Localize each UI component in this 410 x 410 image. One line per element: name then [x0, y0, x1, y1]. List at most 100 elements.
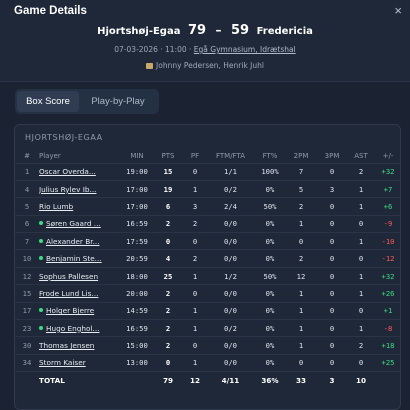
player-name-link[interactable]: Hugo Enghol...	[39, 319, 121, 337]
table-header-row: # Player MIN PTS PF FTM/FTA FT% 2PM 3PM …	[15, 150, 400, 163]
player-plus-minus: -9	[374, 214, 400, 233]
player-3pm-text: 0	[329, 288, 335, 298]
player-plus-minus-text: +6	[383, 201, 393, 211]
player-ftm-fta: 0/0	[207, 284, 254, 303]
table-row[interactable]: 1 Oscar Overda... 19:00 15 0 1/1 100% 7 0 2 +32	[15, 162, 400, 181]
player-fouls: 0	[183, 232, 207, 250]
total-row: TOTAL 79 12 4/11 36% 33 3 10	[15, 371, 400, 390]
table-row[interactable]: 10 Benjamin Ste... 20:59 4 2 0/0 0% 2 0 0 -12	[15, 249, 400, 268]
player-assists-text: 2	[358, 167, 364, 177]
player-ftm-fta-text: 0/2	[224, 184, 237, 194]
table-row[interactable]: 17 Holger Bjerre 14:59 2 1 0/0 0% 1 0 0 +1	[15, 301, 400, 320]
player-assists: 0	[348, 301, 374, 320]
player-ftm-fta-text: 0/0	[224, 341, 237, 351]
player-assists: 0	[348, 214, 374, 233]
player-name-link[interactable]: Alexander Br...	[39, 232, 121, 250]
player-name-link[interactable]: Holger Bjerre	[39, 301, 121, 320]
player-name-link[interactable]: Søren Gaard ...	[39, 214, 121, 233]
player-assists-text: 1	[358, 271, 364, 281]
col-number[interactable]: #	[24, 152, 30, 161]
table-row[interactable]: 6 Søren Gaard ... 16:59 2 2 0/0 0% 1 0 0 -9	[15, 214, 400, 233]
player-3pm: 0	[316, 162, 348, 181]
venue-link[interactable]: Egå Gymnasium, Idrætshal	[193, 45, 296, 54]
player-fouls-text: 1	[192, 184, 198, 194]
player-ft-pct-text: 0%	[265, 341, 275, 351]
player-3pm: 0	[316, 266, 348, 285]
table-row[interactable]: 4 Julius Rylev Ib... 17:00 19 1 0/2 0% 5 3 1 +7	[15, 179, 400, 198]
player-ftm-fta: 0/0	[207, 232, 254, 250]
col-2pm[interactable]: 2PM	[293, 152, 309, 161]
player-fouls-text: 1	[192, 323, 198, 333]
col-ast[interactable]: AST	[354, 152, 368, 161]
col-min[interactable]: MIN	[130, 152, 144, 161]
player-number-text: 23	[22, 323, 32, 333]
player-number-text: 7	[24, 236, 30, 246]
player-3pm: 0	[316, 353, 348, 372]
player-name-link[interactable]: Storm Kaiser	[39, 353, 121, 372]
player-points: 2	[153, 319, 183, 337]
player-number: 6	[15, 214, 39, 233]
table-row[interactable]: 12 Sophus Pallesen 18:00 25 1 1/2 50% 12 0 1 +32	[15, 266, 400, 285]
player-points: 25	[153, 266, 183, 285]
col-pts[interactable]: PTS	[161, 152, 175, 161]
player-name-link[interactable]: Rio Lumb	[39, 197, 121, 216]
total-3pm: 3	[316, 371, 348, 390]
player-name-link[interactable]: Benjamin Ste...	[39, 249, 121, 268]
col-plus-minus[interactable]: +/-	[382, 152, 394, 161]
tab-play-by-play[interactable]: Play-by-Play	[91, 96, 145, 107]
player-3pm-text: 0	[329, 254, 335, 264]
tab-box-score[interactable]: Box Score	[17, 91, 79, 112]
game-header: Game Details × Hjortshøj-Egaa 79 – 59 Fr…	[0, 0, 410, 82]
table-row[interactable]: 23 Hugo Enghol... 16:59 2 1 0/2 0% 1 0 1 -8	[15, 319, 400, 337]
player-2pm-text: 0	[298, 236, 304, 246]
player-3pm: 0	[316, 336, 348, 355]
player-fouls: 1	[183, 319, 207, 337]
player-number: 34	[15, 353, 39, 372]
player-fouls: 1	[183, 353, 207, 372]
player-ftm-fta: 0/0	[207, 353, 254, 372]
player-minutes: 17:00	[121, 197, 153, 216]
player-2pm: 0	[286, 353, 316, 372]
table-row[interactable]: 30 Thomas Jensen 15:00 2 0 0/0 0% 1 0 2 +18	[15, 336, 400, 355]
player-name-link-text: Sophus Pallesen	[39, 271, 99, 281]
player-minutes-text: 16:59	[126, 219, 148, 229]
player-name-link[interactable]: Sophus Pallesen	[39, 266, 121, 285]
player-2pm-text: 7	[298, 167, 304, 177]
table-row[interactable]: 34 Storm Kaiser 13:00 0 1 0/0 0% 0 0 0 +25	[15, 353, 400, 372]
box-score-table: # Player MIN PTS PF FTM/FTA FT% 2PM 3PM …	[15, 150, 400, 390]
player-ft-pct: 0%	[254, 249, 286, 268]
close-icon[interactable]: ×	[394, 3, 402, 18]
player-assists: 0	[348, 353, 374, 372]
table-row[interactable]: 7 Alexander Br... 17:59 0 0 0/0 0% 0 0 1 -10	[15, 232, 400, 250]
player-points: 15	[153, 162, 183, 181]
player-name-link[interactable]: Thomas Jensen	[39, 336, 121, 355]
player-fouls: 0	[183, 336, 207, 355]
col-ft-pct[interactable]: FT%	[262, 152, 278, 161]
player-points-text: 0	[165, 236, 171, 246]
player-minutes: 18:00	[121, 266, 153, 285]
player-name-link[interactable]: Julius Rylev Ib...	[39, 179, 121, 198]
col-3pm[interactable]: 3PM	[324, 152, 340, 161]
player-ft-pct-text: 0%	[265, 254, 275, 264]
player-ftm-fta: 2/4	[207, 197, 254, 216]
table-row[interactable]: 5 Rio Lumb 17:00 6 3 2/4 50% 2 0 1 +6	[15, 197, 400, 216]
player-name-link[interactable]: Oscar Overda...	[39, 162, 121, 181]
player-minutes: 17:59	[121, 232, 153, 250]
player-3pm-text: 0	[329, 236, 335, 246]
player-fouls-text: 0	[192, 341, 198, 351]
player-name-link-text: Alexander Br...	[46, 236, 100, 246]
player-number: 4	[15, 179, 39, 198]
player-name-link[interactable]: Frode Lund Lis...	[39, 284, 121, 303]
player-ft-pct: 50%	[254, 266, 286, 285]
player-minutes-text: 20:59	[126, 254, 148, 264]
on-court-indicator-icon	[39, 221, 43, 226]
player-ftm-fta-text: 2/4	[224, 201, 237, 211]
table-row[interactable]: 15 Frode Lund Lis... 20:00 2 0 0/0 0% 1 0 1 +26	[15, 284, 400, 303]
player-minutes-text: 17:59	[126, 236, 148, 246]
player-ft-pct-text: 100%	[261, 167, 279, 177]
player-2pm: 2	[286, 249, 316, 268]
col-player[interactable]: Player	[39, 152, 61, 161]
col-pf[interactable]: PF	[190, 152, 200, 161]
player-name-link-text: Julius Rylev Ib...	[39, 184, 97, 194]
col-ftm-fta[interactable]: FTM/FTA	[215, 152, 245, 161]
